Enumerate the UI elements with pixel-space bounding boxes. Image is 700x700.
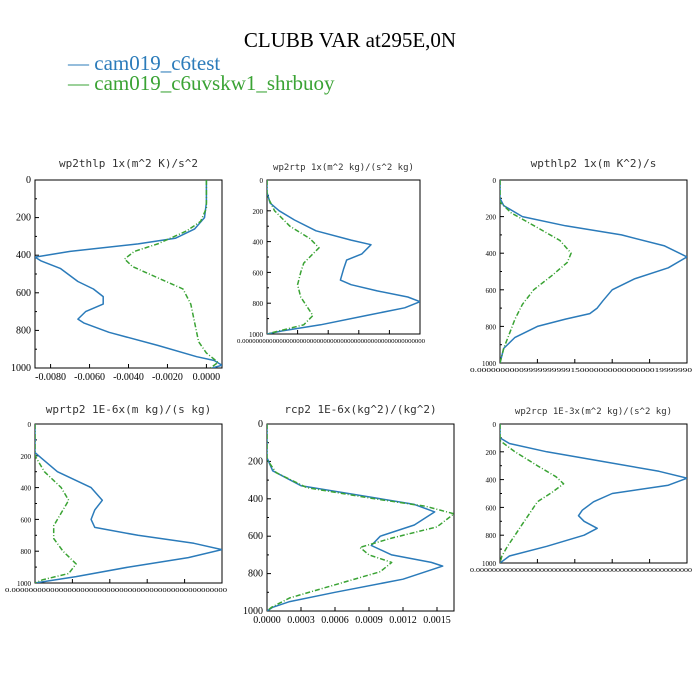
x-tick-labels-overlapping: 0.00000000000000000000000000000000000000… bbox=[5, 587, 227, 594]
series-line-c6test bbox=[500, 424, 687, 563]
chart-panel-5: rcp2 1E-6x(kg^2)/(kg^2) 0 200 400 600 800 1000… bbox=[243, 403, 455, 626]
y-tick-label: 400 bbox=[253, 239, 264, 247]
series-line-c6test bbox=[267, 424, 444, 611]
plot-frame bbox=[34, 179, 223, 369]
y-tick-label: 400 bbox=[486, 250, 497, 258]
plot-frame bbox=[266, 179, 421, 335]
y-tick-label: 400 bbox=[486, 477, 497, 485]
y-tick-label: 200 bbox=[486, 214, 497, 222]
y-tick-label: 1000 bbox=[11, 363, 31, 374]
y-tick-label: 800 bbox=[248, 569, 263, 580]
series-line-c6test bbox=[35, 180, 222, 368]
y-tick-label: 200 bbox=[253, 208, 264, 216]
legend-dash-icon: — bbox=[68, 51, 95, 75]
y-tick-label: 600 bbox=[486, 504, 497, 512]
y-tick-label: 400 bbox=[21, 485, 32, 493]
figure-title: CLUBB VAR at295E,0N bbox=[243, 28, 457, 52]
series-line-c6uvskw1-shrbuoy bbox=[267, 180, 320, 334]
y-tick-label: 600 bbox=[21, 516, 32, 524]
y-tick-label: 1000 bbox=[249, 331, 264, 339]
chart-title: wprtp2 1E-6x(m kg)/(s kg) bbox=[46, 403, 212, 416]
y-tick-label: 0 bbox=[28, 421, 32, 429]
series-line-c6test bbox=[267, 180, 420, 334]
y-tick-label: 200 bbox=[21, 453, 32, 461]
series-line-c6uvskw1-shrbuoy bbox=[267, 424, 454, 611]
y-tick-label: 400 bbox=[248, 494, 263, 505]
chart-panel-6: wp2rcp 1E-3x(m^2 kg)/(s^2 kg) 0 200 400 600 8… bbox=[470, 407, 692, 574]
y-tick-label: 1000 bbox=[482, 360, 497, 368]
chart-title: wp2rtp 1x(m^2 kg)/(s^2 kg) bbox=[273, 163, 414, 173]
x-tick-label: 0.0000 bbox=[193, 372, 221, 383]
y-tick-label: 0 bbox=[493, 421, 497, 429]
legend-entry-cam019-c6uvskw1-shrbuoy: — cam019_c6uvskw1_shrbuoy bbox=[68, 71, 335, 96]
chart-title: wpthlp2 1x(m K^2)/s bbox=[531, 157, 657, 170]
y-tick-label: 200 bbox=[248, 456, 263, 467]
x-tick-labels-overlapping: 0.00000000000000000000000000000000000000… bbox=[237, 338, 425, 345]
y-tick-label: 800 bbox=[253, 300, 264, 308]
y-tick-label: 600 bbox=[253, 269, 264, 277]
y-tick-label: 200 bbox=[486, 449, 497, 457]
chart-title: wp2thlp 1x(m^2 K)/s^2 bbox=[59, 157, 198, 170]
x-tick-label: 0.0012 bbox=[389, 615, 417, 626]
y-tick-label: 0 bbox=[493, 177, 497, 185]
x-tick-label: 0.0003 bbox=[287, 615, 315, 626]
chart-title: wp2rcp 1E-3x(m^2 kg)/(s^2 kg) bbox=[515, 407, 672, 417]
plot-frame bbox=[499, 423, 688, 564]
y-tick-label: 200 bbox=[16, 213, 31, 224]
series-line-c6test bbox=[500, 180, 687, 363]
x-tick-label: 0.0009 bbox=[355, 615, 383, 626]
x-tick-label: -0.0020 bbox=[152, 372, 183, 383]
x-tick-label: -0.0040 bbox=[113, 372, 144, 383]
legend-dash-icon: — bbox=[68, 71, 95, 95]
y-tick-label: 0 bbox=[26, 175, 31, 186]
y-tick-label: 800 bbox=[21, 548, 32, 556]
x-tick-label: 0.0015 bbox=[423, 615, 451, 626]
x-tick-label: 0.0006 bbox=[321, 615, 349, 626]
series-line-c6uvskw1-shrbuoy bbox=[123, 180, 219, 368]
y-tick-label: 400 bbox=[16, 250, 31, 261]
chart-panel-1: wp2thlp 1x(m^2 K)/s^2 0 200 400 600 800 1000 -0… bbox=[11, 157, 223, 383]
y-tick-label: 800 bbox=[486, 532, 497, 540]
y-tick-label: 1000 bbox=[243, 606, 263, 617]
y-tick-label: 0 bbox=[258, 419, 263, 430]
chart-panel-4: wprtp2 1E-6x(m kg)/(s kg) 0 200 400 600 800 10… bbox=[5, 403, 227, 594]
plot-frame bbox=[34, 423, 223, 584]
legend-label: cam019_c6uvskw1_shrbuoy bbox=[94, 71, 335, 95]
y-tick-label: 0 bbox=[260, 177, 264, 185]
legend-entry-cam019-c6test: — cam019_c6test bbox=[68, 51, 220, 76]
chart-panel-3: wpthlp2 1x(m K^2)/s 0 200 400 600 800 10000.00… bbox=[470, 157, 692, 374]
y-tick-label: 600 bbox=[486, 287, 497, 295]
x-tick-label: -0.0060 bbox=[74, 372, 105, 383]
legend-label: cam019_c6test bbox=[94, 51, 221, 75]
series-line-c6uvskw1-shrbuoy bbox=[35, 424, 77, 583]
x-tick-label: -0.0080 bbox=[35, 372, 66, 383]
y-tick-label: 800 bbox=[16, 325, 31, 336]
y-tick-label: 600 bbox=[16, 288, 31, 299]
y-tick-label: 800 bbox=[486, 323, 497, 331]
y-tick-label: 600 bbox=[248, 531, 263, 542]
chart-title: rcp2 1E-6x(kg^2)/(kg^2) bbox=[284, 403, 436, 416]
x-tick-labels-overlapping: 0.00000000009999999999150000000000000000… bbox=[470, 367, 692, 374]
y-tick-label: 1000 bbox=[482, 560, 497, 568]
series-line-c6uvskw1-shrbuoy bbox=[500, 180, 572, 363]
y-tick-label: 1000 bbox=[17, 580, 32, 588]
x-tick-label: 0.0000 bbox=[253, 615, 281, 626]
series-line-c6test bbox=[35, 424, 222, 583]
x-tick-labels-overlapping: 0.00000000000000000000000000000000000000… bbox=[470, 567, 692, 574]
chart-panel-2: wp2rtp 1x(m^2 kg)/(s^2 kg) 0 200 400 600 800 1… bbox=[237, 163, 425, 345]
series-line-c6uvskw1-shrbuoy bbox=[500, 424, 565, 563]
